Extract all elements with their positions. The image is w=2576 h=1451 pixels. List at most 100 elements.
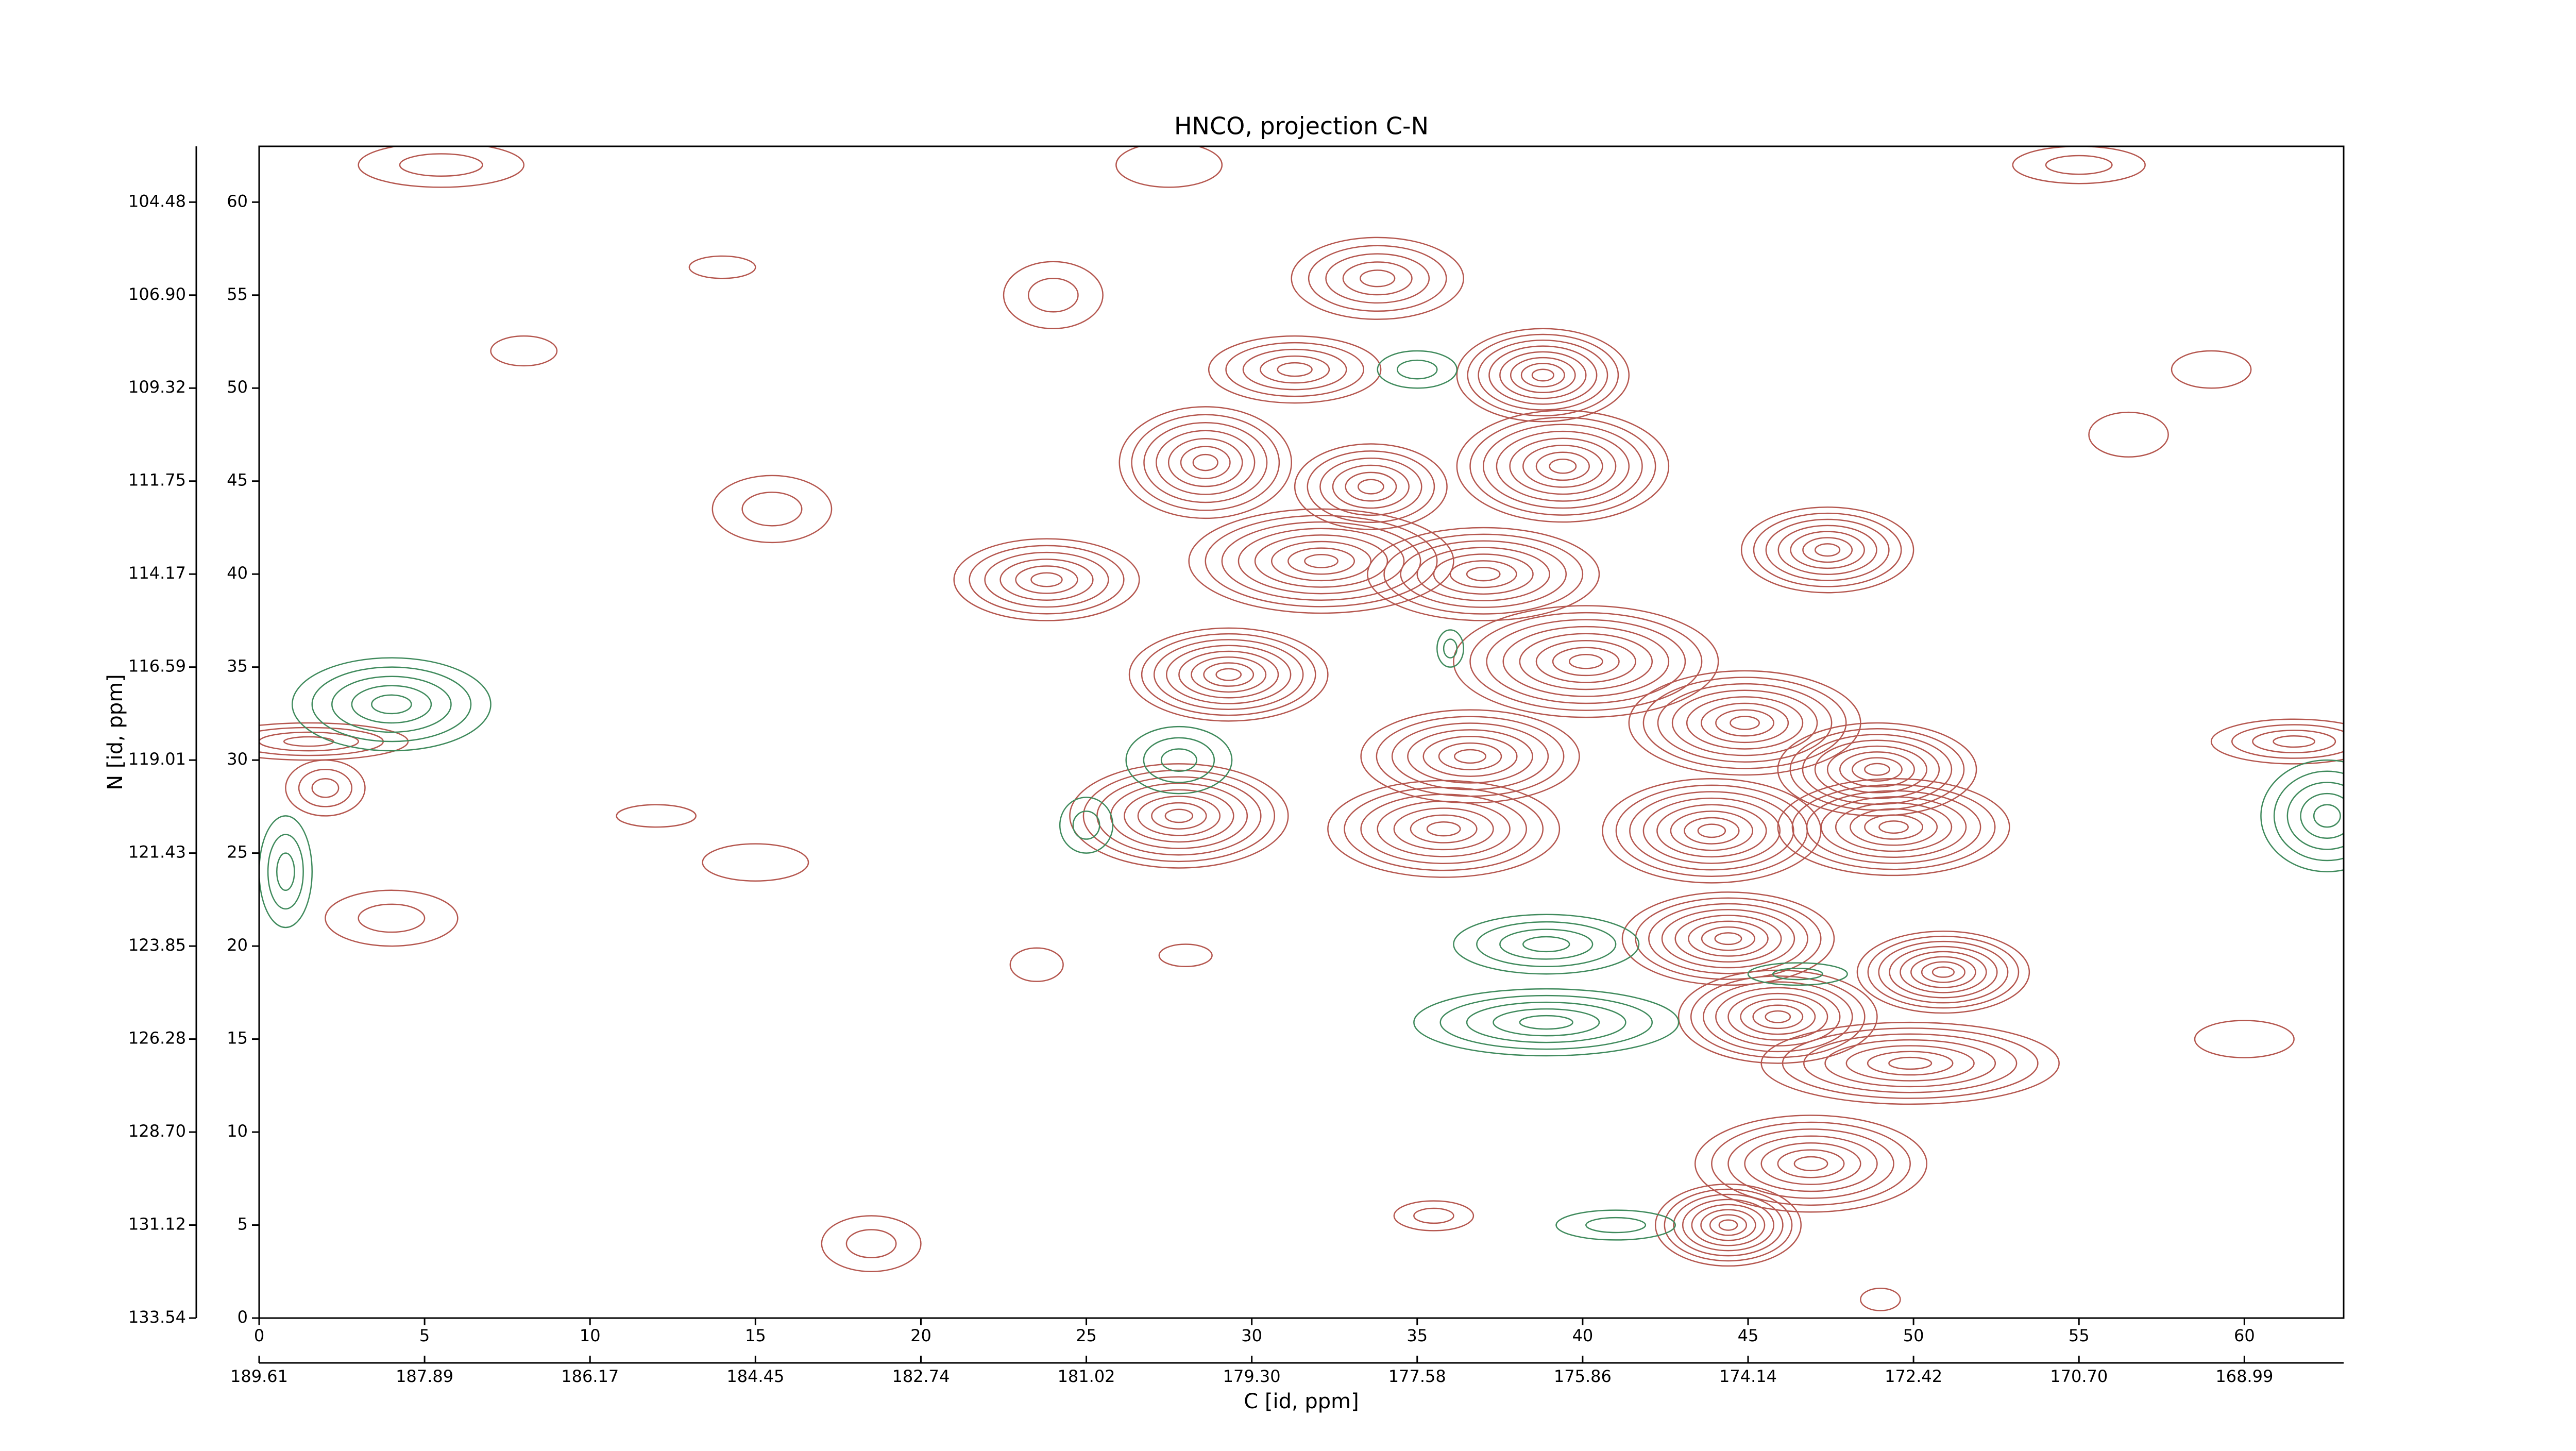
contour-line [711, 475, 833, 544]
contour-line [1422, 736, 1518, 777]
contour-line [1467, 333, 1619, 417]
contour-line [259, 815, 313, 929]
contour-line [1709, 1214, 1748, 1236]
x-tick-label: 45 [1738, 1326, 1759, 1345]
contour-line [311, 778, 340, 798]
contour-line [399, 153, 483, 177]
contour-line [1718, 1219, 1738, 1231]
contour-line [1700, 1209, 1756, 1241]
contour-line [1691, 1204, 1766, 1246]
contour-line [1824, 1039, 1996, 1088]
contour-line [2286, 782, 2344, 850]
contour-line [358, 146, 524, 188]
contour-line [1806, 790, 1981, 864]
contour-line [1777, 778, 2010, 876]
x2-tick-label: 182.74 [892, 1366, 950, 1386]
contour-line [1260, 355, 1330, 384]
contour-line [1910, 956, 1976, 988]
x-tick-label: 40 [1572, 1326, 1594, 1345]
y2-tick-label: 106.90 [128, 284, 186, 304]
contour-line [1482, 424, 1643, 509]
contour-line [1433, 553, 1534, 595]
contour-line [371, 694, 412, 715]
contour-line [1715, 987, 1841, 1047]
contour-line [1118, 406, 1292, 519]
contour-line [1760, 1021, 2060, 1105]
contour-line [1003, 261, 1104, 329]
contour-line [1921, 961, 1965, 983]
contour-line [1439, 994, 1653, 1050]
contour-line [1867, 935, 2020, 1009]
contour-line [1188, 508, 1454, 614]
contour-line [1059, 797, 1114, 854]
contour-line [1453, 605, 1719, 718]
contour-line [1760, 1142, 1861, 1185]
x-tick-label: 30 [1241, 1326, 1262, 1345]
contour-line [1153, 639, 1304, 711]
contour-line [1454, 749, 1487, 764]
contour-line [1864, 763, 1890, 776]
contour-line [1522, 444, 1603, 488]
contour-line [2300, 792, 2344, 839]
contour-line [1656, 804, 1767, 858]
x-tick-label: 0 [254, 1326, 264, 1345]
contour-line [1585, 1217, 1647, 1234]
y2-tick-label: 133.54 [128, 1307, 186, 1327]
contour-line [1753, 512, 1902, 587]
contour-line [1664, 1188, 1793, 1262]
contour-line [2194, 1020, 2295, 1058]
contour-line [1416, 547, 1550, 602]
contour-line [1360, 794, 1527, 864]
y2-tick-label: 109.32 [128, 377, 186, 397]
contour-line [1727, 1128, 1894, 1199]
contour-line [1488, 345, 1598, 405]
contour-line [1393, 1200, 1475, 1231]
contour-line [1657, 683, 1833, 763]
contour-line [953, 538, 1140, 621]
x2-tick-label: 168.99 [2215, 1366, 2273, 1386]
contour-line [2088, 411, 2169, 458]
contour-line [1782, 1027, 2039, 1099]
x-tick-label: 10 [580, 1326, 601, 1345]
y-tick-label: 10 [227, 1121, 248, 1141]
contour-line [298, 768, 353, 807]
y2-tick-label: 126.28 [128, 1028, 186, 1048]
contour-line [1192, 453, 1218, 471]
contour-line [1740, 999, 1816, 1035]
contour-line [1654, 1183, 1802, 1267]
contour-line [1357, 479, 1384, 495]
contour-line [1703, 981, 1853, 1053]
contour-line [1867, 1051, 1954, 1076]
contour-line [1777, 525, 1877, 575]
y-tick-label: 40 [227, 563, 248, 583]
contour-line [1191, 656, 1267, 693]
contour-line [1158, 943, 1213, 968]
contour-line [1396, 359, 1438, 380]
x-tick-label: 50 [1903, 1326, 1924, 1345]
contour-line [1208, 335, 1382, 404]
contour-line [1765, 518, 1890, 581]
contour-line [1367, 527, 1600, 621]
contour-line [1493, 1008, 1600, 1037]
contour-line [1845, 1045, 1975, 1082]
contour-line [1469, 416, 1656, 516]
y2-tick-label: 128.70 [128, 1121, 186, 1141]
contour-line [1499, 351, 1587, 399]
y-tick-label: 15 [227, 1028, 248, 1048]
x2-tick-label: 177.58 [1388, 1366, 1446, 1386]
contour-line [1466, 1001, 1626, 1043]
y2-tick-label: 116.59 [128, 656, 186, 676]
contour-line [2231, 724, 2344, 759]
contour-line [1730, 716, 1760, 730]
x-tick-label: 60 [2234, 1326, 2255, 1345]
contour-line [1453, 914, 1640, 975]
contour-line [1744, 1135, 1878, 1192]
contour-line [1765, 1010, 1791, 1023]
x-tick-label: 25 [1076, 1326, 1097, 1345]
x2-tick-label: 187.89 [396, 1366, 453, 1386]
y-tick-label: 30 [227, 749, 248, 769]
contour-line [1931, 966, 1955, 978]
contour-line [1671, 689, 1818, 756]
contour-line [1410, 814, 1478, 843]
contour-line [1802, 537, 1853, 563]
